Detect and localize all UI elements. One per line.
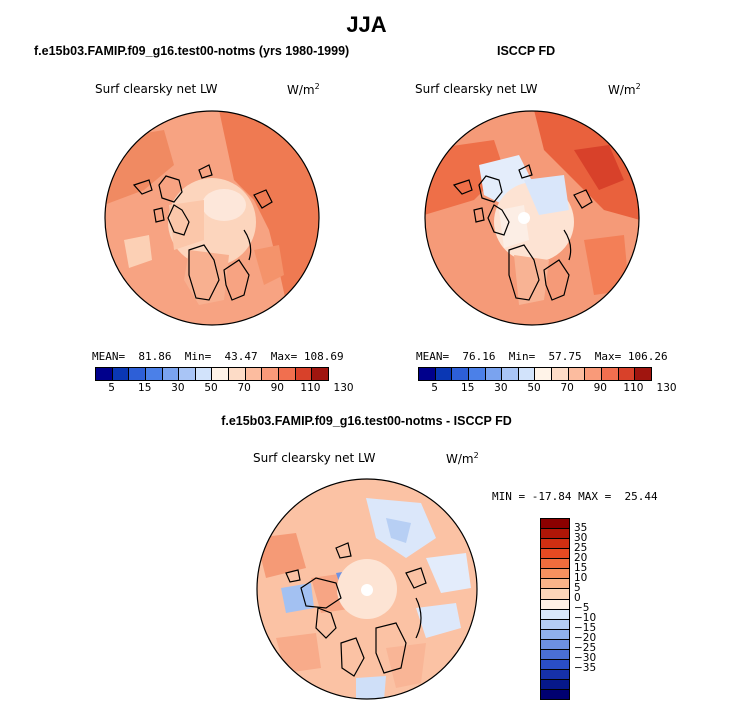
colorbar-tick-label: 70 bbox=[560, 382, 574, 394]
panel-1-polar-map bbox=[104, 110, 320, 326]
colorbar-swatch bbox=[435, 368, 453, 380]
panel-2-colorbar bbox=[418, 367, 652, 381]
colorbar-tick-label: 50 bbox=[204, 382, 218, 394]
colorbar-swatch bbox=[635, 368, 651, 380]
colorbar-tick-label: 5 bbox=[431, 382, 438, 394]
colorbar-swatch bbox=[541, 559, 569, 570]
panel-2-units: W/m2 bbox=[608, 82, 641, 97]
colorbar-swatch bbox=[541, 619, 569, 630]
colorbar-swatch bbox=[541, 609, 569, 620]
colorbar-swatch bbox=[541, 659, 569, 670]
colorbar-swatch bbox=[602, 368, 619, 380]
colorbar-swatch bbox=[145, 368, 163, 380]
colorbar-swatch bbox=[502, 368, 519, 380]
colorbar-swatch bbox=[541, 569, 569, 580]
colorbar-swatch bbox=[212, 368, 230, 380]
panel-3-colorbar-labels: 35 30 25 20 15 10 5 0 −5 −10 −15 −20 −25 −30 −35 bbox=[574, 518, 614, 698]
colorbar-swatch bbox=[585, 368, 603, 380]
colorbar-swatch bbox=[179, 368, 196, 380]
colorbar-swatch bbox=[618, 368, 636, 380]
panel-3-stats: MIN = -17.84 MAX = 25.44 bbox=[492, 490, 658, 503]
colorbar-swatch bbox=[541, 529, 569, 540]
colorbar-swatch bbox=[129, 368, 146, 380]
colorbar-tick-label: 25 bbox=[574, 542, 588, 554]
colorbar-swatch bbox=[96, 368, 113, 380]
colorbar-swatch bbox=[541, 549, 569, 560]
colorbar-swatch bbox=[541, 649, 569, 660]
colorbar-swatch bbox=[541, 539, 569, 550]
panel-2-colorbar-labels: 5 15 30 50 70 90 110 130 bbox=[418, 382, 676, 396]
colorbar-swatch bbox=[312, 368, 328, 380]
panel-1-title: f.e15b03.FAMIP.f09_g16.test00-notms (yrs… bbox=[34, 44, 350, 58]
colorbar-tick-label: 15 bbox=[138, 382, 152, 394]
colorbar-swatch bbox=[452, 368, 469, 380]
colorbar-tick-label: 0 bbox=[574, 592, 581, 604]
panel-2-variable-label: Surf clearsky net LW bbox=[415, 82, 538, 96]
colorbar-tick-label: 5 bbox=[574, 582, 581, 594]
panel-1-colorbar-labels: 5 15 30 50 70 90 110 130 bbox=[95, 382, 353, 396]
colorbar-swatch bbox=[541, 519, 569, 530]
colorbar-tick-label: 90 bbox=[270, 382, 284, 394]
panel-3-colorbar bbox=[540, 518, 570, 700]
colorbar-swatch bbox=[518, 368, 536, 380]
panel-3-polar-map bbox=[256, 478, 478, 700]
colorbar-swatch bbox=[541, 599, 569, 610]
colorbar-swatch bbox=[568, 368, 586, 380]
colorbar-swatch bbox=[195, 368, 213, 380]
panel-2-stats: MEAN= 76.16 Min= 57.75 Max= 106.26 bbox=[416, 350, 668, 363]
colorbar-swatch bbox=[541, 639, 569, 650]
colorbar-swatch bbox=[541, 589, 569, 600]
panel-1-colorbar bbox=[95, 367, 329, 381]
panel-1-units: W/m2 bbox=[287, 82, 320, 97]
colorbar-tick-label: 130 bbox=[656, 382, 677, 394]
colorbar-swatch bbox=[485, 368, 503, 380]
colorbar-swatch bbox=[262, 368, 280, 380]
panel-2-title: ISCCP FD bbox=[497, 44, 556, 58]
colorbar-tick-label: −25 bbox=[574, 642, 597, 654]
panel-2-polar-map bbox=[424, 110, 640, 326]
panel-3-title: f.e15b03.FAMIP.f09_g16.test00-notms - IS… bbox=[221, 414, 512, 428]
colorbar-tick-label: −35 bbox=[574, 662, 597, 674]
colorbar-swatch bbox=[229, 368, 246, 380]
colorbar-swatch bbox=[162, 368, 180, 380]
colorbar-swatch bbox=[468, 368, 486, 380]
colorbar-tick-label: 5 bbox=[108, 382, 115, 394]
colorbar-swatch bbox=[541, 680, 569, 691]
colorbar-swatch bbox=[541, 669, 569, 680]
colorbar-tick-label: 15 bbox=[574, 562, 588, 574]
panel-1-stats: MEAN= 81.86 Min= 43.47 Max= 108.69 bbox=[92, 350, 344, 363]
colorbar-tick-label: 90 bbox=[593, 382, 607, 394]
colorbar-tick-label: 70 bbox=[237, 382, 251, 394]
colorbar-swatch bbox=[541, 690, 569, 700]
colorbar-swatch bbox=[279, 368, 296, 380]
colorbar-tick-label: 10 bbox=[574, 572, 588, 584]
colorbar-tick-label: 110 bbox=[300, 382, 321, 394]
colorbar-tick-label: 50 bbox=[527, 382, 541, 394]
panel-3-units: W/m2 bbox=[446, 451, 479, 466]
colorbar-swatch bbox=[541, 629, 569, 640]
colorbar-swatch bbox=[295, 368, 313, 380]
colorbar-tick-label: 30 bbox=[171, 382, 185, 394]
panel-1-variable-label: Surf clearsky net LW bbox=[95, 82, 218, 96]
colorbar-tick-label: 30 bbox=[574, 532, 588, 544]
colorbar-swatch bbox=[552, 368, 569, 380]
colorbar-tick-label: 130 bbox=[333, 382, 354, 394]
panel-3-variable-label: Surf clearsky net LW bbox=[253, 451, 376, 465]
colorbar-swatch bbox=[245, 368, 263, 380]
colorbar-tick-label: −10 bbox=[574, 612, 597, 624]
colorbar-tick-label: −20 bbox=[574, 632, 597, 644]
colorbar-swatch bbox=[419, 368, 436, 380]
colorbar-tick-label: 30 bbox=[494, 382, 508, 394]
colorbar-tick-label: −5 bbox=[574, 602, 590, 614]
colorbar-tick-label: 110 bbox=[623, 382, 644, 394]
colorbar-tick-label: 15 bbox=[461, 382, 475, 394]
figure-title: JJA bbox=[346, 12, 387, 37]
colorbar-tick-label: 35 bbox=[574, 522, 588, 534]
colorbar-tick-label: −30 bbox=[574, 652, 597, 664]
colorbar-tick-label: 20 bbox=[574, 552, 588, 564]
colorbar-swatch bbox=[112, 368, 130, 380]
colorbar-tick-label: −15 bbox=[574, 622, 597, 634]
colorbar-swatch bbox=[535, 368, 553, 380]
colorbar-swatch bbox=[541, 579, 569, 590]
